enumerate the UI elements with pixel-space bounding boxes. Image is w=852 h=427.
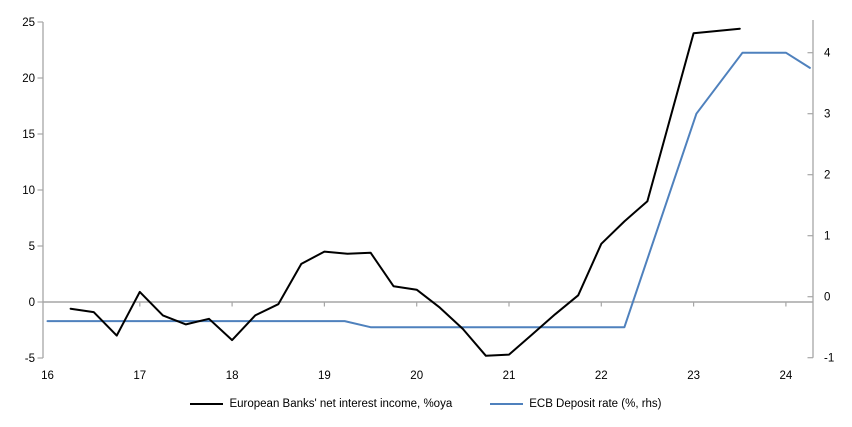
- left-axis-tick-label: -5: [25, 353, 35, 365]
- legend-item-ecb-deposit-rate: ECB Deposit rate (%, rhs): [490, 398, 662, 410]
- x-axis-tick-label: 17: [133, 370, 146, 382]
- right-axis-tick-label: 2: [824, 170, 830, 182]
- x-axis-tick-label: 21: [503, 370, 516, 382]
- series-net-interest-income: [69, 27, 741, 357]
- chart-legend: European Banks' net interest income, %oy…: [0, 394, 852, 414]
- legend-swatch-black-line: [190, 403, 224, 405]
- left-axis-tick-label: 20: [22, 73, 35, 85]
- right-axis-tick-label: 0: [824, 292, 830, 304]
- legend-swatch-blue-line: [490, 403, 524, 405]
- x-axis-tick-label: 23: [687, 370, 700, 382]
- right-axis-tick-label: -1: [824, 353, 834, 365]
- legend-item-net-interest-income: European Banks' net interest income, %oy…: [190, 398, 452, 410]
- left-axis-tick-label: 25: [22, 17, 35, 29]
- left-axis-tick-label: 5: [29, 241, 35, 253]
- x-axis-tick-label: 19: [318, 370, 331, 382]
- left-axis-tick-label: 10: [22, 185, 35, 197]
- legend-label-net-interest-income: European Banks' net interest income, %oy…: [229, 398, 453, 410]
- left-axis-tick-label: 0: [29, 297, 35, 309]
- right-axis-tick-label: 3: [824, 109, 830, 121]
- legend-label-ecb-deposit-rate: ECB Deposit rate (%, rhs): [529, 398, 662, 410]
- x-axis-tick-label: 18: [226, 370, 239, 382]
- series-ecb-deposit-rate: [46, 51, 811, 329]
- right-axis-tick-label: 4: [824, 48, 831, 60]
- x-axis-tick-label: 20: [410, 370, 423, 382]
- left-axis-tick-label: 15: [22, 129, 35, 141]
- right-axis-tick-label: 1: [824, 231, 830, 243]
- x-axis-tick-label: 24: [780, 370, 793, 382]
- x-axis-tick-label: 16: [41, 370, 54, 382]
- x-axis-tick-label: 22: [595, 370, 608, 382]
